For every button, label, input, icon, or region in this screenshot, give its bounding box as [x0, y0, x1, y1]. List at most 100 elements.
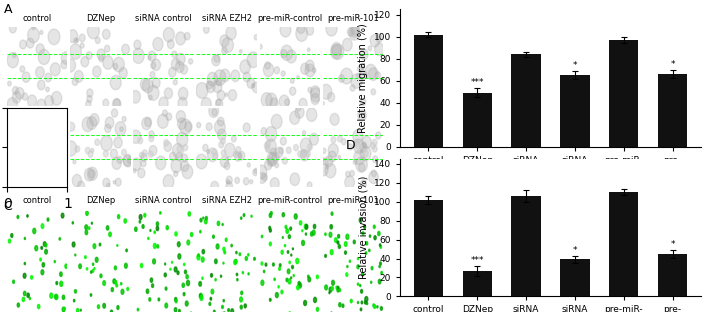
Bar [609, 192, 639, 296]
Circle shape [361, 66, 364, 70]
Circle shape [300, 149, 307, 158]
Circle shape [325, 285, 328, 290]
Circle shape [103, 304, 105, 308]
Circle shape [216, 99, 221, 105]
Text: DZNep: DZNep [86, 13, 115, 22]
Circle shape [342, 304, 344, 307]
Circle shape [181, 65, 188, 74]
Circle shape [7, 146, 19, 161]
Circle shape [20, 66, 25, 72]
Text: control: control [23, 196, 52, 205]
Circle shape [203, 26, 210, 33]
Circle shape [185, 122, 192, 132]
Circle shape [380, 307, 382, 310]
Circle shape [157, 245, 159, 248]
Circle shape [215, 279, 216, 281]
Circle shape [266, 93, 277, 108]
Circle shape [285, 99, 290, 105]
Circle shape [281, 50, 287, 58]
Circle shape [290, 111, 299, 124]
Circle shape [178, 118, 186, 129]
Circle shape [132, 48, 144, 63]
Circle shape [299, 221, 302, 225]
Circle shape [305, 64, 315, 77]
Circle shape [123, 155, 132, 166]
Circle shape [148, 51, 156, 61]
Circle shape [61, 156, 70, 168]
Circle shape [38, 305, 40, 309]
Circle shape [329, 144, 338, 157]
Circle shape [122, 44, 130, 54]
Circle shape [297, 23, 305, 33]
Circle shape [300, 150, 309, 161]
Circle shape [374, 236, 376, 240]
Circle shape [360, 285, 361, 286]
Circle shape [302, 230, 303, 232]
Circle shape [371, 89, 376, 95]
Circle shape [35, 143, 40, 149]
Circle shape [14, 110, 20, 117]
Circle shape [91, 222, 93, 224]
Circle shape [341, 139, 346, 145]
Circle shape [344, 242, 347, 246]
Circle shape [226, 26, 236, 40]
Circle shape [159, 212, 161, 214]
Circle shape [197, 255, 200, 260]
Circle shape [216, 78, 222, 85]
Circle shape [361, 301, 362, 304]
Circle shape [59, 238, 60, 240]
Circle shape [85, 256, 86, 259]
Circle shape [360, 180, 366, 188]
Circle shape [235, 259, 237, 263]
Circle shape [55, 294, 58, 300]
Y-axis label: Relative invasion (%): Relative invasion (%) [358, 176, 368, 280]
Text: DZNep: DZNep [86, 196, 115, 205]
Circle shape [139, 215, 142, 220]
Circle shape [314, 224, 316, 228]
Circle shape [111, 288, 113, 292]
Circle shape [308, 277, 311, 282]
Circle shape [200, 231, 201, 233]
Circle shape [183, 263, 185, 266]
Circle shape [31, 111, 37, 118]
Circle shape [207, 72, 217, 86]
Circle shape [282, 157, 287, 164]
Circle shape [330, 113, 339, 125]
Circle shape [200, 295, 203, 300]
Circle shape [149, 298, 151, 301]
Circle shape [23, 175, 25, 178]
Circle shape [202, 277, 203, 279]
Circle shape [376, 34, 382, 42]
Circle shape [7, 98, 18, 111]
Circle shape [86, 268, 88, 270]
Circle shape [354, 139, 359, 145]
Circle shape [40, 113, 45, 118]
Circle shape [200, 218, 202, 222]
Circle shape [381, 271, 382, 274]
Circle shape [74, 290, 76, 293]
Circle shape [94, 268, 95, 270]
Circle shape [239, 151, 245, 160]
Circle shape [294, 144, 298, 151]
Circle shape [28, 178, 36, 188]
Circle shape [312, 230, 315, 235]
Circle shape [178, 242, 180, 247]
Circle shape [215, 259, 217, 264]
Circle shape [253, 169, 258, 176]
Circle shape [118, 215, 120, 219]
Circle shape [306, 60, 314, 71]
Circle shape [206, 123, 212, 131]
Bar [511, 54, 541, 147]
Circle shape [110, 149, 118, 158]
Circle shape [117, 156, 122, 163]
Circle shape [148, 85, 159, 100]
Circle shape [212, 149, 217, 155]
Circle shape [35, 67, 45, 78]
Circle shape [46, 87, 50, 92]
Circle shape [87, 167, 98, 180]
Circle shape [222, 224, 223, 226]
Circle shape [150, 71, 155, 78]
Circle shape [103, 99, 109, 107]
Circle shape [371, 266, 373, 270]
Circle shape [171, 261, 173, 263]
